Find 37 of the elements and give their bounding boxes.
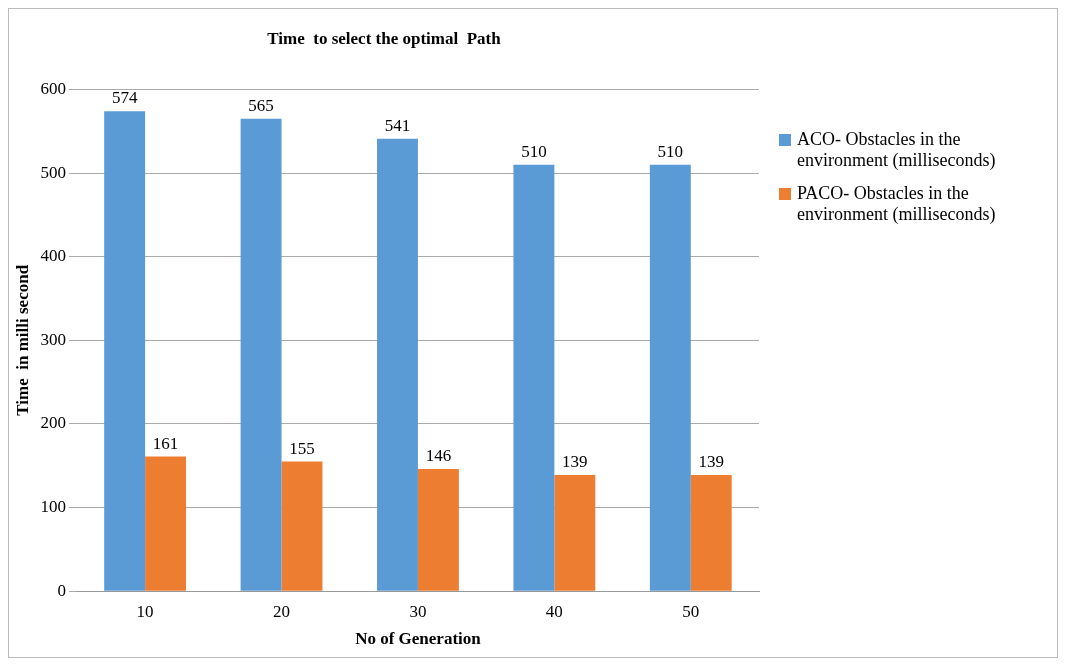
y-tick-label: 0 [57,580,66,600]
x-tick-label: 30 [409,601,427,621]
bar [649,164,691,591]
data-label: 565 [248,95,274,115]
x-tick-label: 40 [545,601,563,621]
data-label: 139 [562,451,588,471]
data-label: 510 [657,141,684,161]
bar [104,111,146,591]
bar [281,461,323,591]
data-label: 510 [521,141,547,161]
y-tick-label: 100 [40,497,66,517]
y-tick-label: 300 [40,329,66,349]
y-tick-label: 500 [40,162,66,182]
y-tick-label: 600 [40,78,66,98]
data-label: 161 [152,433,179,453]
y-tick-label: 400 [40,246,66,266]
y-tick-label: 200 [40,413,66,433]
bar [513,164,555,591]
data-label: 139 [698,451,724,471]
data-label: 155 [289,438,315,458]
bar [145,456,187,591]
legend-label: PACO- Obstacles in the environment (milliseconds) [797,183,997,225]
x-tick-label: 50 [682,601,700,621]
bar [417,469,459,591]
data-label: 541 [384,115,411,135]
x-tick-label: 10 [136,601,154,621]
data-label: 574 [111,88,138,108]
bar [377,138,418,591]
y-axis-title: Time in milli second [12,264,32,416]
bar [240,118,282,591]
bar [690,474,732,591]
legend-label: ACO- Obstacles in the environment (milliseconds) [797,129,997,171]
bar [554,474,596,591]
data-label: 146 [425,446,452,466]
chart-title: Time to select the optimal Path [267,28,502,48]
x-tick-label: 20 [273,601,291,621]
x-axis-title: No of Generation [355,629,482,649]
